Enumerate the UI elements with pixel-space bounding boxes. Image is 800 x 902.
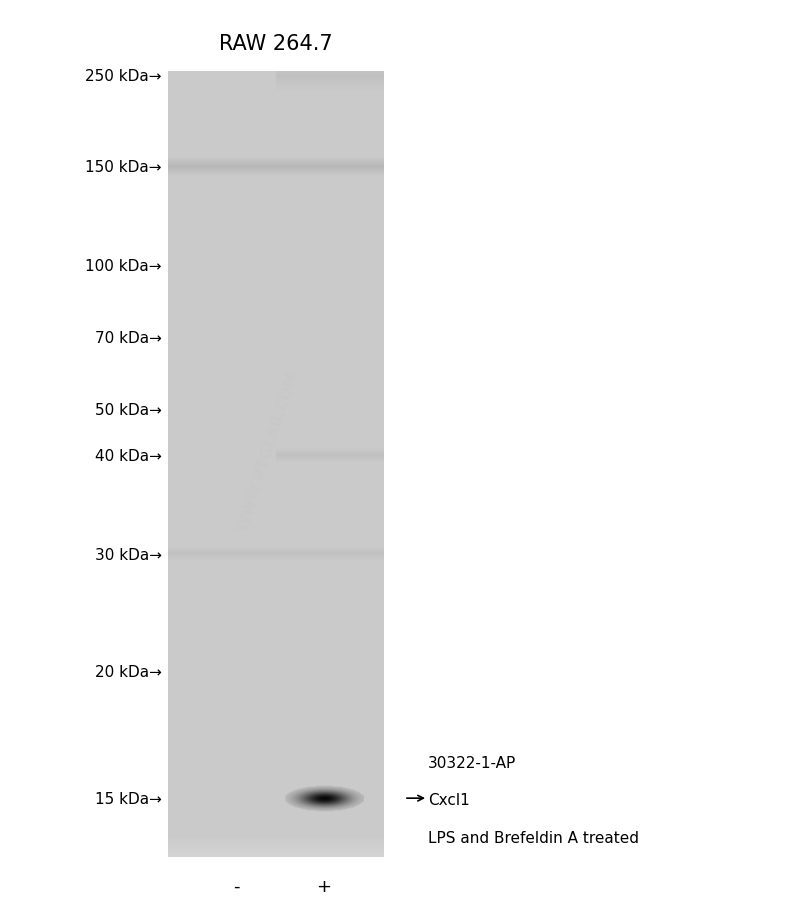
Text: 30322-1-AP: 30322-1-AP [428,755,516,769]
Text: 40 kDa→: 40 kDa→ [94,448,162,463]
Text: WWW.PTGLAB.COM: WWW.PTGLAB.COM [235,369,301,533]
Text: 250 kDa→: 250 kDa→ [85,69,162,84]
Text: 15 kDa→: 15 kDa→ [94,791,162,805]
Text: RAW 264.7: RAW 264.7 [219,34,333,54]
Text: -: - [233,877,239,895]
Text: 100 kDa→: 100 kDa→ [85,259,162,273]
Text: Cxcl1: Cxcl1 [428,793,470,807]
Text: 20 kDa→: 20 kDa→ [94,665,162,679]
Text: 150 kDa→: 150 kDa→ [85,160,162,174]
Text: LPS and Brefeldin A treated: LPS and Brefeldin A treated [428,831,639,845]
Text: +: + [317,877,331,895]
Text: 70 kDa→: 70 kDa→ [94,331,162,345]
Text: 30 kDa→: 30 kDa→ [94,548,162,562]
Text: 50 kDa→: 50 kDa→ [94,403,162,418]
